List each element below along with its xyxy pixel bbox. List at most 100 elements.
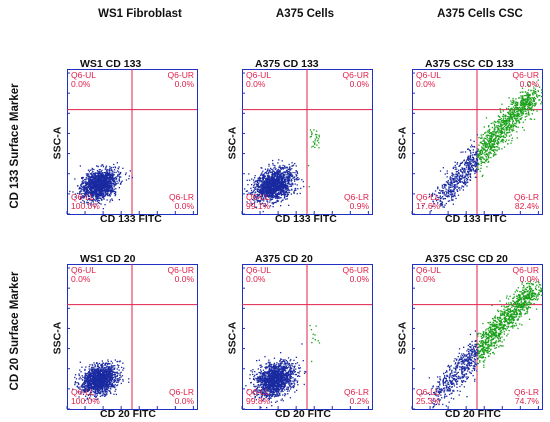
event-dot	[505, 139, 508, 141]
event-dot	[275, 201, 277, 204]
event-dot	[294, 172, 296, 174]
event-dot	[101, 360, 103, 362]
event-dot	[468, 162, 470, 164]
event-dot	[86, 397, 88, 399]
event-dot	[108, 191, 110, 193]
event-dot	[263, 181, 265, 183]
event-dot	[486, 136, 488, 139]
event-dot	[476, 158, 479, 160]
event-dot	[433, 203, 435, 205]
event-dot	[249, 193, 252, 195]
event-dot	[502, 113, 504, 116]
event-dot	[517, 102, 519, 104]
event-dot	[106, 181, 109, 183]
event-dot	[539, 86, 541, 88]
event-dot	[511, 111, 513, 113]
event-dot	[95, 190, 97, 192]
event-dot	[500, 141, 502, 143]
event-dot	[473, 145, 475, 148]
event-dot	[518, 122, 520, 124]
event-dot	[501, 130, 504, 133]
event-dot	[105, 165, 108, 167]
event-dot	[283, 173, 285, 175]
event-dot	[292, 177, 294, 179]
event-dot	[96, 196, 98, 198]
event-dot	[290, 180, 292, 182]
event-dot	[91, 167, 93, 170]
event-dot	[90, 187, 92, 190]
event-dot	[268, 195, 270, 198]
quadrant-lr-name: Q6-LR	[344, 192, 369, 202]
event-dot	[452, 199, 454, 201]
event-dot	[256, 186, 258, 188]
event-dot	[504, 123, 506, 125]
event-dot	[494, 140, 497, 143]
event-dot	[105, 194, 107, 196]
event-dot	[508, 126, 511, 129]
event-dot	[105, 186, 107, 188]
event-dot	[445, 188, 447, 190]
event-dot	[100, 192, 103, 195]
event-dot	[248, 179, 251, 181]
event-dot	[84, 186, 86, 188]
event-dot	[467, 172, 469, 174]
event-dot	[111, 177, 113, 180]
event-dot	[482, 156, 484, 159]
event-dot	[287, 170, 289, 173]
event-dot	[529, 100, 531, 102]
event-dot	[82, 393, 85, 395]
event-dot	[267, 196, 270, 198]
event-dot	[467, 178, 469, 181]
event-dot	[493, 130, 495, 132]
event-dot	[285, 170, 288, 172]
event-dot	[483, 139, 485, 141]
event-dot	[94, 188, 96, 190]
event-dot	[271, 193, 273, 195]
event-dot	[289, 175, 291, 177]
event-dot	[270, 186, 272, 188]
event-dot	[467, 175, 469, 177]
event-dot	[448, 186, 450, 188]
event-dot	[456, 177, 458, 179]
event-dot	[495, 153, 497, 155]
event-dot	[117, 182, 119, 184]
event-dot	[431, 194, 434, 196]
event-dot	[291, 162, 293, 164]
event-dot	[279, 184, 281, 186]
event-dot	[485, 117, 488, 119]
event-dot	[105, 180, 108, 183]
event-dot	[94, 190, 97, 192]
event-dot	[284, 187, 286, 189]
event-dot	[498, 119, 500, 121]
event-dot	[533, 100, 535, 103]
event-dot	[91, 194, 93, 196]
event-dot	[514, 116, 516, 118]
event-dot	[113, 163, 115, 166]
event-dot	[265, 171, 267, 174]
event-dot	[87, 373, 89, 375]
event-dot	[77, 185, 79, 187]
event-dot	[92, 175, 94, 178]
event-dot	[522, 105, 525, 107]
event-dot	[445, 192, 448, 194]
event-dot	[93, 179, 96, 181]
event-dot	[523, 101, 525, 103]
event-dot	[485, 146, 487, 148]
event-dot	[316, 144, 318, 146]
event-dot	[464, 178, 466, 180]
event-dot	[500, 131, 502, 134]
event-dot	[451, 198, 453, 201]
event-dot	[110, 369, 112, 371]
event-dot	[273, 167, 275, 169]
event-dot	[478, 155, 480, 157]
event-dot	[475, 170, 477, 172]
event-dot	[528, 96, 530, 98]
event-dot	[488, 160, 490, 163]
event-dot	[106, 184, 108, 187]
event-dot	[94, 365, 97, 367]
event-dot	[273, 189, 275, 191]
event-dot	[488, 143, 491, 145]
event-dot	[83, 195, 85, 197]
event-dot	[98, 188, 100, 190]
